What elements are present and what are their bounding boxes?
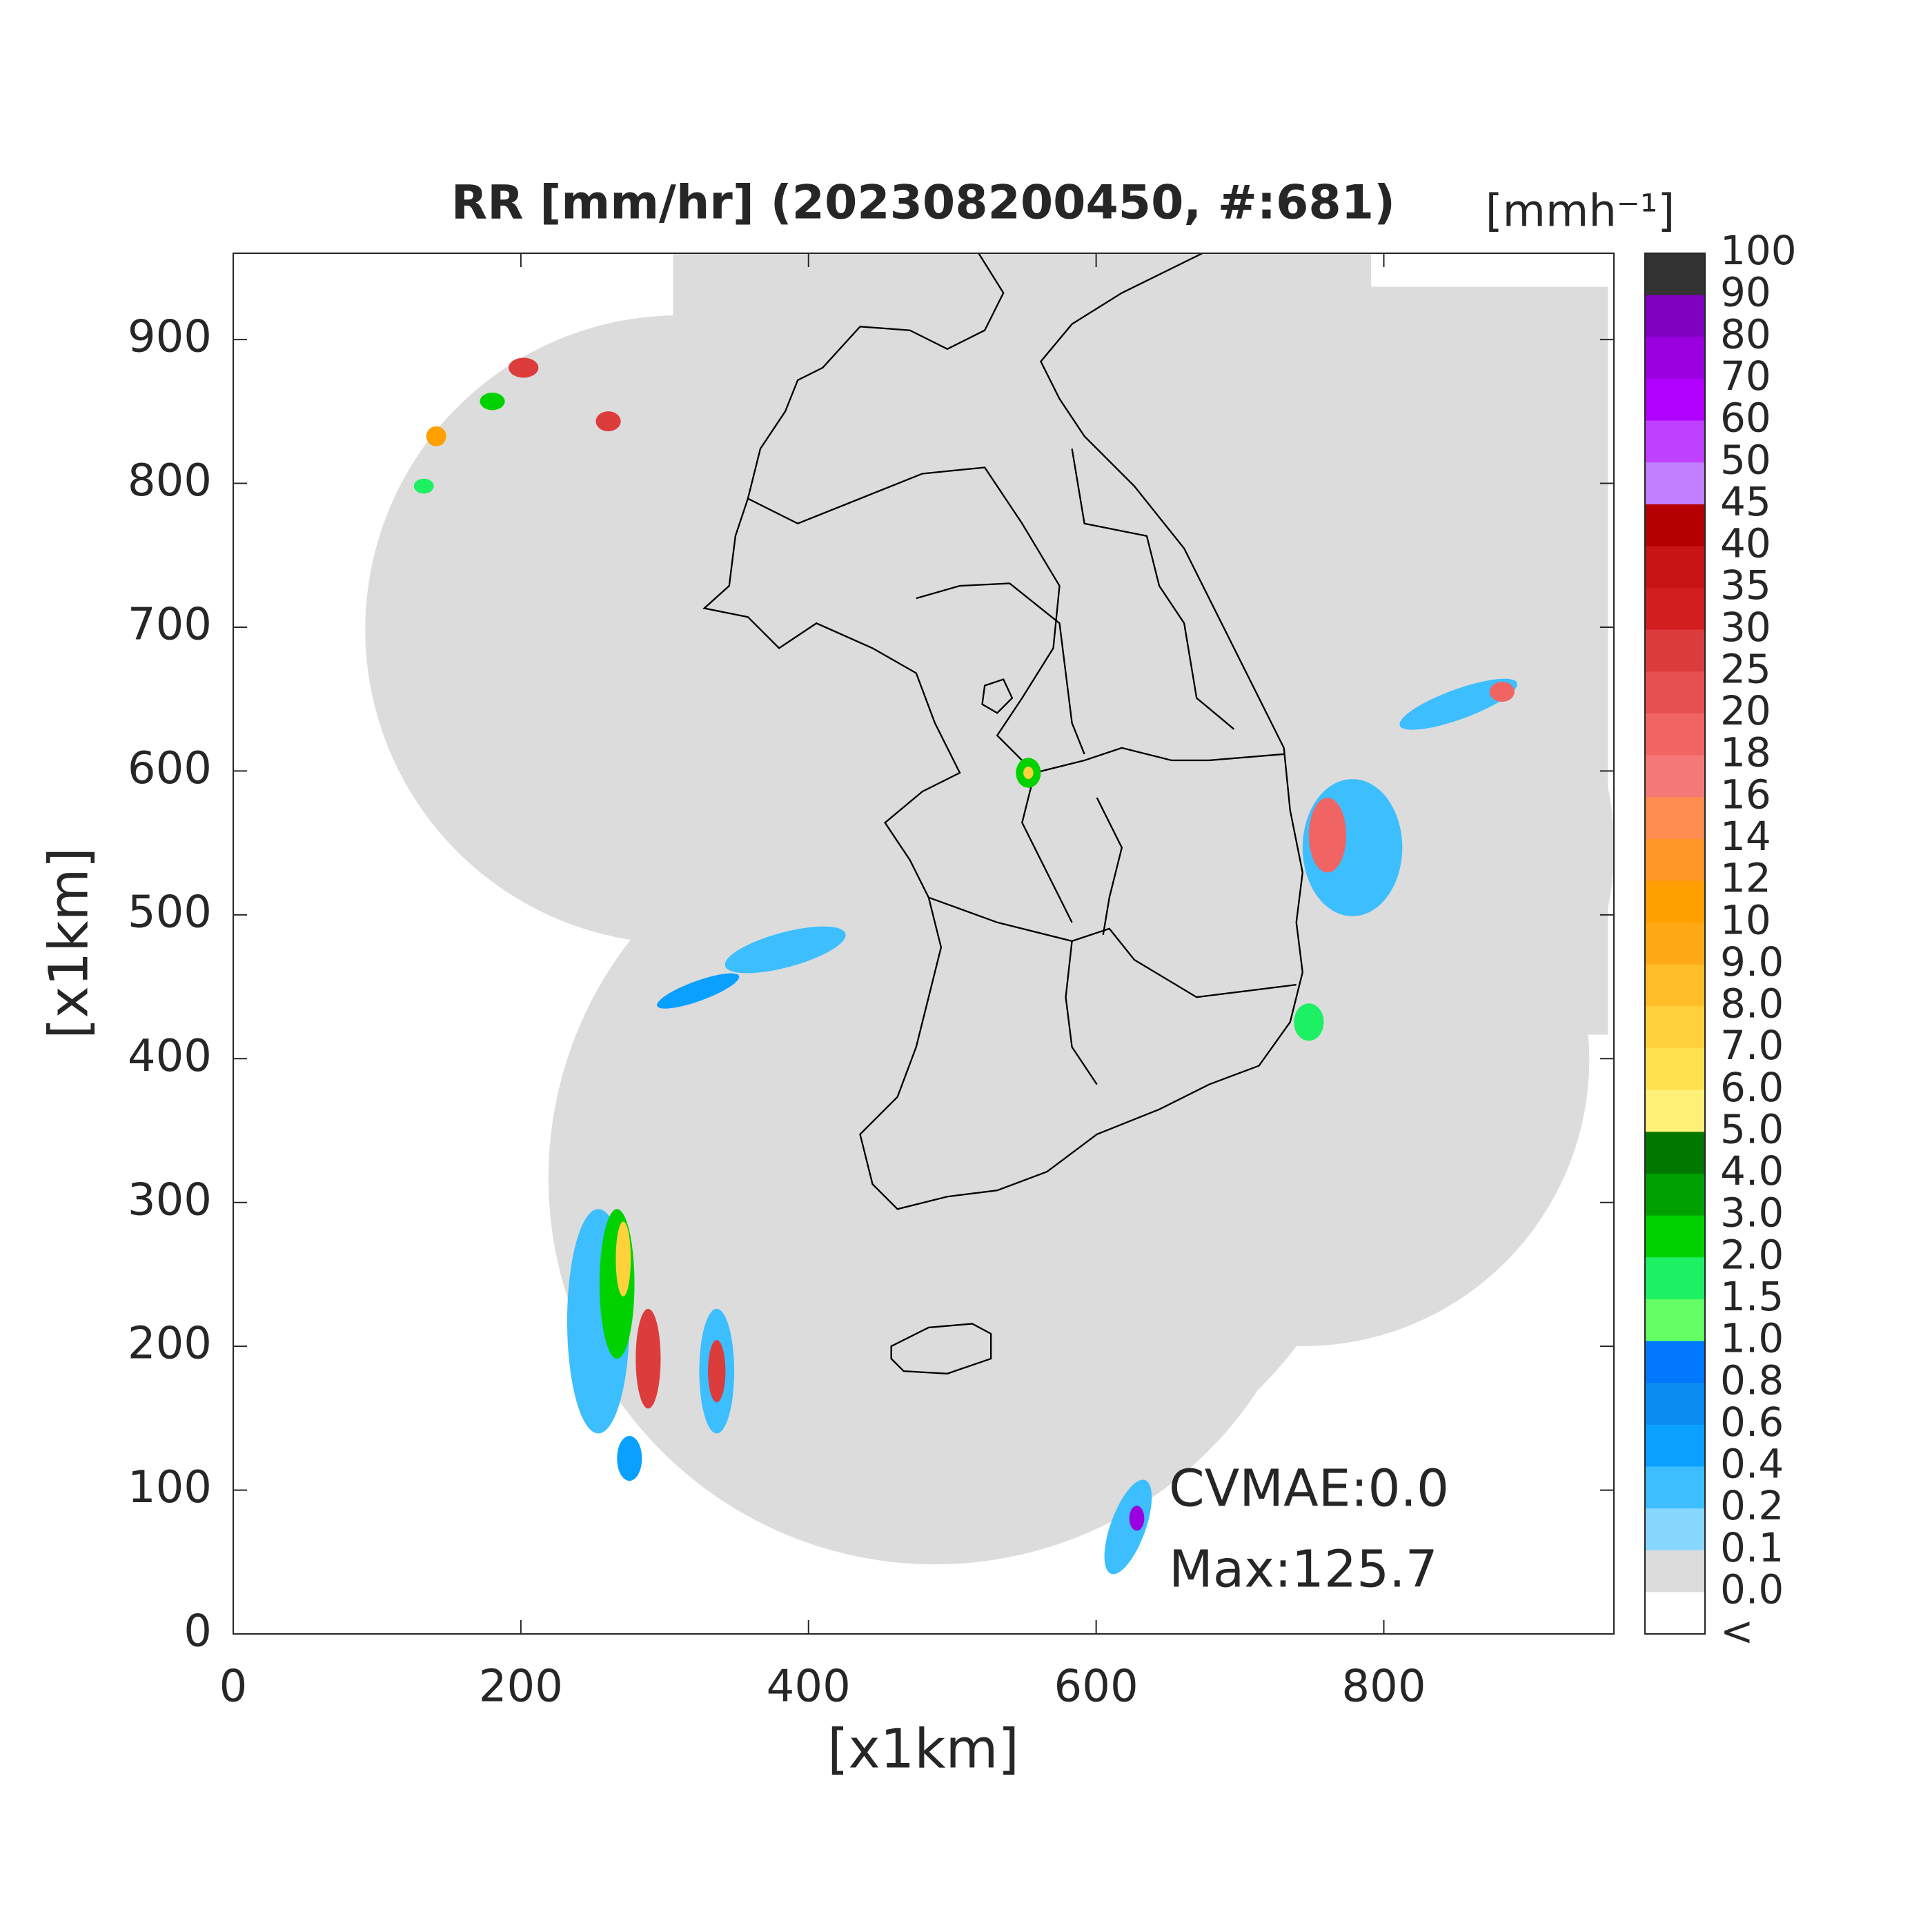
colorbar-segment (1645, 1132, 1705, 1174)
colorbar-segment (1645, 964, 1705, 1007)
colorbar-label: 16 (1720, 771, 1771, 818)
coastline (702, 253, 1303, 1374)
colorbar-segment (1645, 755, 1705, 798)
colorbar-segment (1645, 880, 1705, 923)
colorbar-segment (1645, 1215, 1705, 1258)
y-tick-label: 400 (128, 1031, 212, 1082)
y-tick-label: 0 (184, 1606, 212, 1657)
x-tick-label: 600 (1054, 1662, 1138, 1713)
colorbar-label: 70 (1720, 353, 1771, 400)
y-tick-label: 300 (128, 1174, 212, 1225)
colorbar-label: 3.0 (1720, 1190, 1784, 1236)
colorbar-segment (1645, 838, 1705, 882)
colorbar-segment (1645, 671, 1705, 714)
colorbar-segment (1645, 629, 1705, 672)
colorbar-segment (1645, 1257, 1705, 1300)
colorbar-segment (1645, 1006, 1705, 1049)
colorbar-label: 20 (1720, 687, 1771, 734)
colorbar-segment (1645, 1550, 1705, 1593)
colorbar-label: 0.6 (1720, 1399, 1784, 1446)
colorbar-label: 1.0 (1720, 1315, 1784, 1362)
y-axis-label: [x1km] (38, 847, 100, 1039)
colorbar-label: 8.0 (1720, 980, 1784, 1027)
colorbar-segment (1645, 1383, 1705, 1426)
colorbar-segment (1645, 546, 1705, 589)
colorbar-label: 40 (1720, 520, 1771, 567)
colorbar-segment (1645, 378, 1705, 422)
colorbar-segment (1645, 337, 1705, 379)
colorbar-segment (1645, 1341, 1705, 1383)
colorbar-segment (1645, 462, 1705, 505)
colorbar-segment (1645, 420, 1705, 463)
colorbar-label: 7.0 (1720, 1022, 1784, 1069)
colorbar-label: 0.1 (1720, 1524, 1784, 1571)
colorbar-label: 10 (1720, 896, 1771, 943)
colorbar-segment (1645, 1424, 1705, 1467)
colorbar-label: 45 (1720, 478, 1771, 525)
plot-frame (233, 253, 1615, 1635)
y-tick-label: 200 (128, 1319, 212, 1370)
radar-domain (365, 253, 1614, 1565)
colorbar-segment (1645, 1090, 1705, 1132)
title: RR [mm/hr] (202308200450, #:681) (451, 176, 1395, 230)
colorbar-segment (1645, 1174, 1705, 1216)
y-tick-label: 700 (128, 600, 212, 651)
y-tick-label: 500 (128, 887, 212, 938)
colorbar-label: 5.0 (1720, 1105, 1784, 1152)
colorbar-label: 0.4 (1720, 1441, 1784, 1488)
colorbar-label: 25 (1720, 645, 1771, 692)
annotation: Max:125.7 (1169, 1540, 1438, 1599)
colorbar-label: 50 (1720, 436, 1771, 483)
x-tick-label: 400 (767, 1662, 851, 1713)
colorbar-segment (1645, 1048, 1705, 1091)
colorbar-segment (1645, 253, 1705, 296)
colorbar-segment (1645, 797, 1705, 840)
colorbar-label: 30 (1720, 604, 1771, 651)
colorbar-label: 1.5 (1720, 1273, 1784, 1320)
colorbar-segment (1645, 713, 1705, 756)
colorbar-segment (1645, 504, 1705, 546)
annotation: CVMAE:0.0 (1169, 1459, 1449, 1519)
colorbar-unit: [mmh⁻¹] (1486, 186, 1675, 237)
colorbar-segment (1645, 295, 1705, 337)
colorbar-label: 2.0 (1720, 1231, 1784, 1278)
colorbar-label: 18 (1720, 729, 1771, 776)
colorbar-label: 0.8 (1720, 1357, 1784, 1403)
colorbar-label: 0.0 (1720, 1566, 1784, 1613)
colorbar-label: 60 (1720, 395, 1771, 442)
x-axis-label: [x1km] (827, 1718, 1019, 1780)
colorbar-label: 9.0 (1720, 938, 1784, 985)
colorbar-frame (1644, 253, 1706, 1635)
colorbar-label: 0.2 (1720, 1482, 1784, 1529)
colorbar-segment (1645, 588, 1705, 631)
x-tick-label: 200 (479, 1662, 563, 1713)
colorbar-label: 6.0 (1720, 1064, 1784, 1111)
colorbar-label: 35 (1720, 562, 1771, 609)
colorbar-label: 4.0 (1720, 1147, 1784, 1194)
y-tick-label: 800 (128, 455, 212, 506)
colorbar-segment (1645, 923, 1705, 965)
x-tick-label: 800 (1341, 1662, 1426, 1713)
x-tick-label: 0 (219, 1662, 248, 1713)
colorbar-label: 12 (1720, 855, 1771, 902)
colorbar-label: 14 (1720, 813, 1771, 860)
y-tick-label: 900 (128, 312, 212, 363)
y-tick-label: 100 (128, 1462, 212, 1513)
precipitation-cells (413, 357, 1517, 1575)
colorbar-segment (1645, 1299, 1705, 1342)
map-area (365, 253, 1614, 1575)
y-tick-label: 600 (128, 743, 212, 794)
colorbar-segment (1645, 1592, 1705, 1635)
colorbar-label: 100 (1720, 227, 1797, 274)
colorbar-label: 90 (1720, 269, 1771, 316)
colorbar-label: < (1720, 1608, 1754, 1655)
colorbar-label: 80 (1720, 310, 1771, 357)
colorbar-segment (1645, 1508, 1705, 1551)
colorbar-segment (1645, 1466, 1705, 1509)
